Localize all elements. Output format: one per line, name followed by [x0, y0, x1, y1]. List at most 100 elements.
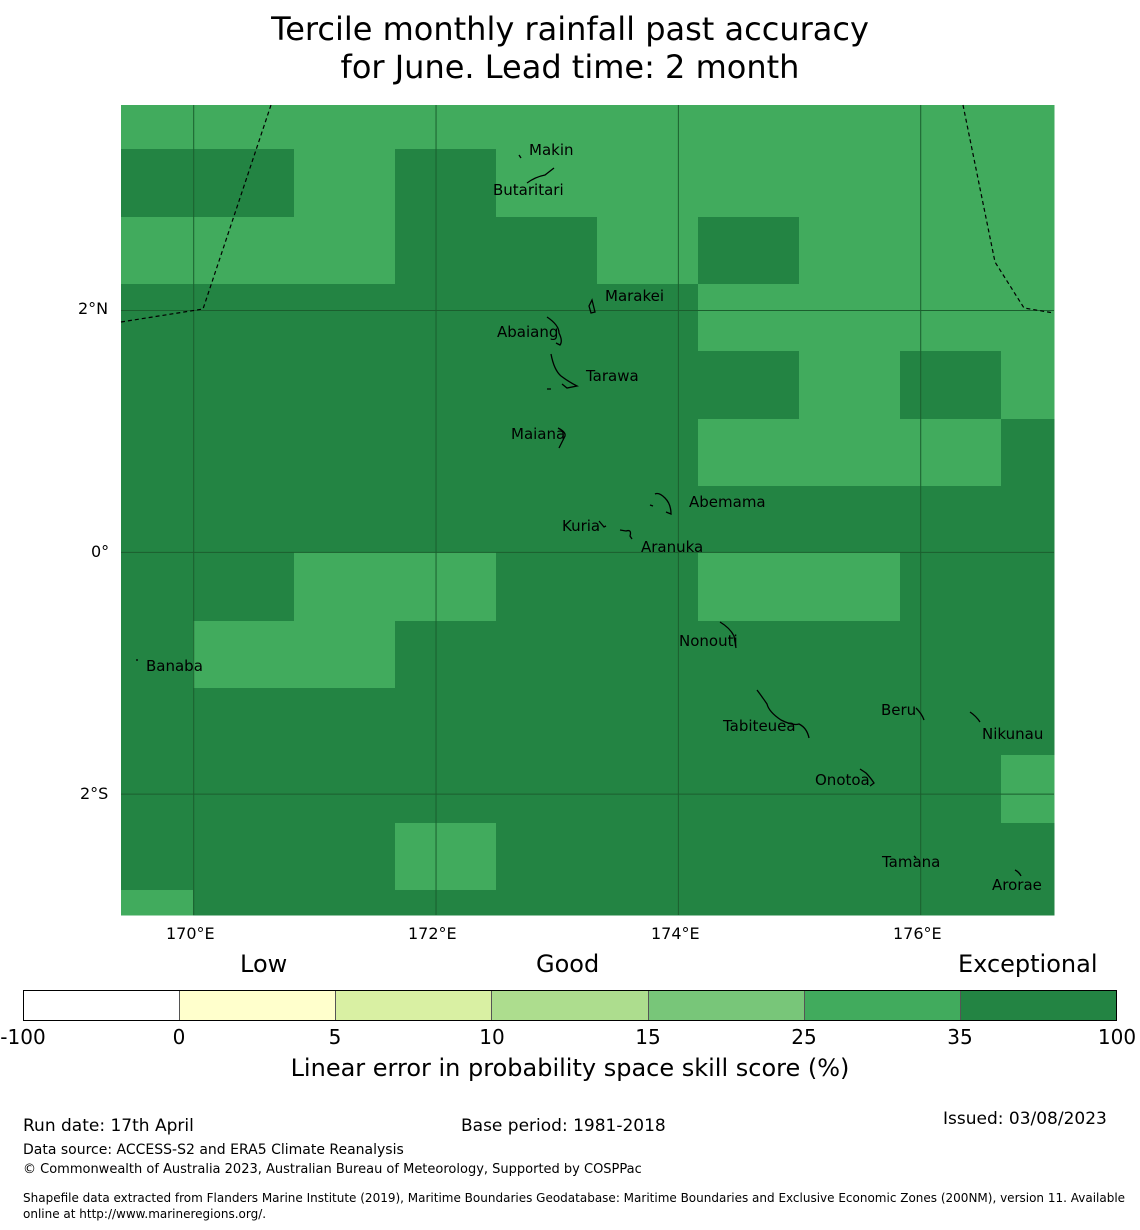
island-marakei: [588, 298, 596, 314]
colorbar-segment: [960, 991, 1116, 1020]
colorbar-tick: 10: [479, 1025, 505, 1049]
skill-cell: [395, 621, 497, 689]
place-label-aranuka: Aranuka: [641, 538, 703, 556]
skill-cell: [121, 890, 194, 916]
skill-cell: [395, 486, 497, 553]
lat-tick-0: 0°: [91, 542, 110, 561]
colorbar: [23, 990, 1117, 1021]
skill-cell: [597, 351, 699, 420]
place-label-onotoa: Onotoa: [815, 771, 870, 789]
skill-cell: [799, 755, 901, 824]
skill-cell: [799, 419, 901, 487]
skill-cell: [597, 823, 699, 891]
island-outlines: [136, 154, 1022, 877]
skill-cell: [799, 890, 901, 916]
place-label-nonouti: Nonouti: [679, 632, 738, 650]
skill-cell: [193, 755, 295, 824]
skill-cell: [799, 486, 901, 553]
place-label-tabiteuea: Tabiteuea: [722, 717, 796, 735]
colorbar-segment: [804, 991, 961, 1020]
colorbar-segment: [336, 991, 493, 1020]
skill-cell: [900, 552, 1002, 622]
skill-cell: [1001, 105, 1055, 150]
skill-cell: [193, 621, 295, 689]
legend-heading-low: Low: [240, 950, 288, 978]
skill-cell: [496, 823, 598, 891]
skill-cell: [496, 688, 598, 756]
skill-cell: [294, 823, 396, 891]
colorbar-segment: [180, 991, 337, 1020]
skill-cell: [395, 351, 497, 420]
base-period: Base period: 1981-2018: [461, 1116, 666, 1136]
skill-cell: [121, 149, 194, 218]
skill-cell: [496, 351, 598, 420]
skill-cell: [294, 351, 396, 420]
island-onotoa: [859, 768, 875, 787]
skill-cell: [1001, 419, 1055, 487]
run-date: Run date: 17th April: [23, 1116, 194, 1136]
copyright: © Commonwealth of Australia 2023, Austra…: [23, 1162, 642, 1177]
skill-cell: [294, 149, 396, 218]
lon-tick-170e: 170°E: [166, 924, 215, 943]
skill-cell: [121, 755, 194, 824]
skill-cell: [193, 688, 295, 756]
skill-cell: [395, 105, 497, 150]
skill-cell: [799, 552, 901, 622]
skill-cell: [900, 621, 1002, 689]
skill-cell: [294, 621, 396, 689]
skill-cell: [496, 552, 598, 622]
place-label-marakei: Marakei: [605, 287, 664, 305]
skill-cell: [900, 486, 1002, 553]
skill-cell: [900, 890, 1002, 916]
place-label-butaritari: Butaritari: [493, 181, 564, 199]
skill-cell: [395, 755, 497, 824]
lat-tick-2n: 2°N: [78, 299, 109, 318]
skill-cell: [698, 149, 800, 218]
skill-cell: [900, 688, 1002, 756]
skill-cell: [900, 284, 1002, 352]
place-label-beru: Beru: [881, 701, 916, 719]
eez-boundary-east: [962, 104, 1055, 314]
place-label-makin: Makin: [529, 141, 574, 159]
skill-cell: [900, 351, 1002, 420]
skill-cell: [1001, 351, 1055, 420]
skill-cell: [1001, 755, 1055, 824]
island-nonouti: [719, 621, 737, 649]
skill-cell: [193, 105, 295, 150]
colorbar-tick: -100: [0, 1025, 46, 1049]
skill-cell: [294, 688, 396, 756]
title-line-1: Tercile monthly rainfall past accuracy: [271, 10, 869, 48]
place-label-maiana: Maiana: [511, 425, 565, 443]
eez-boundary-west: [120, 104, 272, 323]
skill-cell: [395, 419, 497, 487]
skill-cell: [395, 890, 497, 916]
skill-cell: [496, 755, 598, 824]
skill-cell: [1001, 823, 1055, 891]
skill-cell: [1001, 890, 1055, 916]
skill-cell: [193, 552, 295, 622]
skill-cell: [193, 823, 295, 891]
skill-cell: [121, 217, 194, 285]
skill-cell: [121, 284, 194, 352]
skill-cell: [496, 486, 598, 553]
skill-cell: [193, 419, 295, 487]
colorbar-tick: 35: [947, 1025, 973, 1049]
skill-cell: [294, 419, 396, 487]
place-label-nikunau: Nikunau: [982, 725, 1043, 743]
skill-cell: [294, 890, 396, 916]
skill-cell: [294, 284, 396, 352]
island-tarawa: [547, 353, 579, 390]
skill-cell: [597, 149, 699, 218]
island-arorae: [1014, 869, 1022, 877]
place-label-tamana: Tamana: [881, 853, 940, 871]
skill-cell: [698, 621, 800, 689]
colorbar-tick: 5: [328, 1025, 342, 1049]
skill-cell: [496, 419, 598, 487]
skill-cell: [395, 552, 497, 622]
skill-cell: [395, 217, 497, 285]
colorbar-title: Linear error in probability space skill …: [290, 1054, 850, 1082]
skill-cell: [294, 217, 396, 285]
place-label-banaba: Banaba: [146, 657, 203, 675]
skill-cell: [698, 284, 800, 352]
